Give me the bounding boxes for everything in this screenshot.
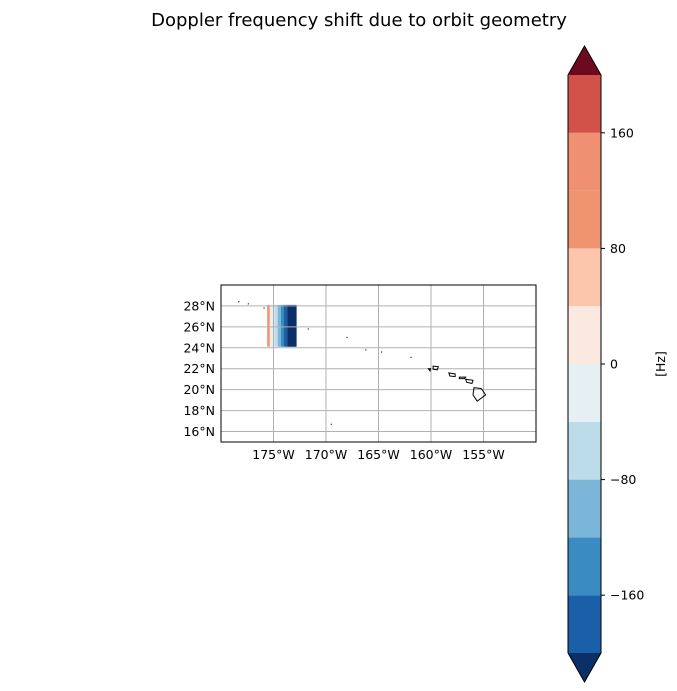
swath-column-1 xyxy=(269,304,272,347)
colorbar-segment-8 xyxy=(568,132,601,191)
colorbar-segment-4 xyxy=(568,364,601,422)
colorbar-segment-3 xyxy=(568,421,601,480)
coast-hawaii xyxy=(472,387,487,402)
colorbar-segments xyxy=(568,75,601,653)
map-y-ticks: 16°N 18°N 20°N 22°N 24°N 26°N 28°N xyxy=(183,298,215,439)
coast-kauai xyxy=(432,365,440,371)
atoll-0 xyxy=(238,301,240,303)
doppler-swath xyxy=(267,304,297,347)
colorbar-segment-9 xyxy=(568,75,601,133)
coast-maui xyxy=(464,378,474,384)
atoll-4 xyxy=(346,336,348,338)
x-tick-label-3: 160°W xyxy=(410,447,452,462)
coast-niihau xyxy=(427,368,432,372)
atoll-2 xyxy=(263,307,265,309)
y-tick-label-0: 16°N xyxy=(183,424,215,439)
atoll-8 xyxy=(330,423,332,425)
colorbar-outline xyxy=(567,44,602,684)
colorbar-tick-label-3: 80 xyxy=(610,241,626,256)
y-tick-label-5: 26°N xyxy=(183,319,215,334)
coastlines xyxy=(238,301,487,425)
atoll-1 xyxy=(247,303,249,305)
atoll-5 xyxy=(365,349,367,351)
colorbar-segment-5 xyxy=(568,306,601,364)
colorbar-tick-label-1: −80 xyxy=(610,472,636,487)
swath-column-3 xyxy=(274,304,278,347)
colorbar-segment-7 xyxy=(568,190,601,249)
y-tick-label-6: 28°N xyxy=(183,298,215,313)
colorbar-ticks: −160 −80 0 80 160 xyxy=(601,125,644,603)
colorbar-segment-0 xyxy=(568,595,601,653)
coast-oahu xyxy=(448,372,456,378)
map-x-ticks: 175°W 170°W 165°W 160°W 155°W xyxy=(252,447,504,462)
y-tick-label-2: 20°N xyxy=(183,382,215,397)
x-tick-label-0: 175°W xyxy=(252,447,294,462)
swath-column-4 xyxy=(277,304,281,347)
colorbar: −160 −80 0 80 160 [Hz] xyxy=(567,44,668,684)
coast-molokai xyxy=(458,376,467,380)
x-tick-label-1: 170°W xyxy=(305,447,347,462)
atoll-3 xyxy=(307,328,309,330)
swath-column-6 xyxy=(284,304,288,347)
chart-title: Doppler frequency shift due to orbit geo… xyxy=(151,10,567,31)
y-tick-label-4: 24°N xyxy=(183,340,215,355)
colorbar-tick-label-2: 0 xyxy=(610,357,618,372)
swath-column-5 xyxy=(280,304,284,347)
colorbar-label: [Hz] xyxy=(653,351,668,377)
swath-column-2 xyxy=(271,304,275,347)
colorbar-segment-1 xyxy=(568,537,601,596)
x-tick-label-4: 155°W xyxy=(462,447,504,462)
colorbar-segment-6 xyxy=(568,248,601,307)
colorbar-over-extension xyxy=(568,46,601,75)
map-frame xyxy=(220,284,537,443)
y-tick-label-3: 22°N xyxy=(183,361,215,376)
colorbar-segment-2 xyxy=(568,479,601,538)
map-panel: 175°W 170°W 165°W 160°W 155°W 16°N 18°N 20°N 22… xyxy=(183,284,537,462)
colorbar-under-extension xyxy=(568,653,601,682)
colorbar-tick-label-0: −160 xyxy=(610,588,644,603)
atoll-7 xyxy=(410,356,412,358)
y-tick-label-1: 18°N xyxy=(183,403,215,418)
map-gridlines xyxy=(221,285,536,442)
swath-column-0 xyxy=(267,304,270,347)
colorbar-tick-label-4: 160 xyxy=(610,125,634,140)
atoll-6 xyxy=(381,351,383,353)
x-tick-label-2: 165°W xyxy=(357,447,399,462)
swath-column-7 xyxy=(287,304,297,347)
